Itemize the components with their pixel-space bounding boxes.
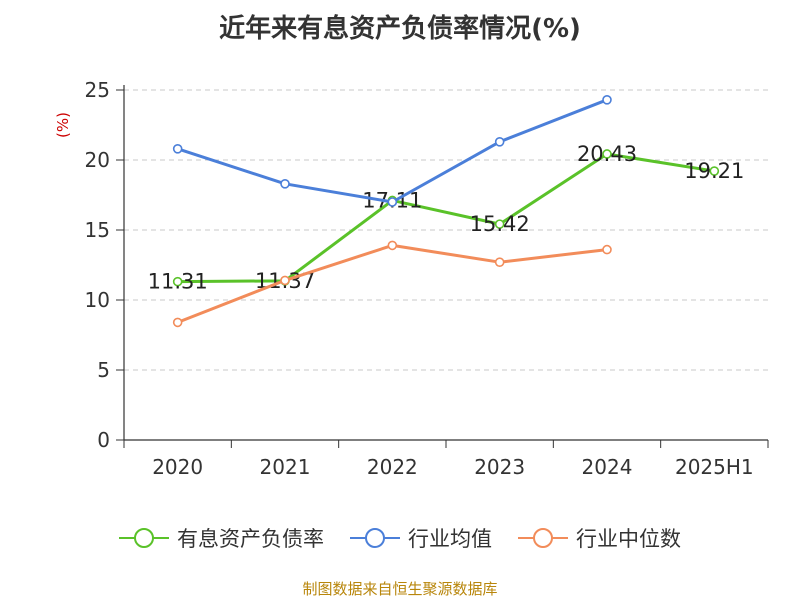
y-tick-label: 5 — [97, 358, 110, 382]
data-point — [494, 137, 505, 147]
y-axis-label: (%) — [54, 112, 72, 138]
x-tick-label: 2022 — [367, 455, 418, 479]
data-point — [280, 179, 290, 189]
data-point — [387, 197, 398, 207]
data-label: 11.31 — [148, 270, 208, 294]
y-tick-label: 20 — [85, 148, 110, 172]
legend-label: 行业均值 — [408, 527, 492, 551]
x-tick-label: 2023 — [474, 455, 525, 479]
data-point — [602, 95, 612, 105]
x-tick-label: 2020 — [152, 455, 203, 479]
series-line — [177, 98, 608, 204]
data-point — [602, 149, 612, 159]
legend-item[interactable]: 有息资产负债率 — [119, 523, 324, 553]
data-point — [172, 317, 183, 328]
data-point — [709, 166, 720, 176]
series-line — [177, 152, 715, 284]
x-tick-label: 2021 — [260, 455, 311, 479]
data-point — [387, 240, 398, 251]
data-point — [172, 144, 183, 154]
data-point — [494, 257, 505, 268]
chart-title: 近年来有息资产负债率情况(%) — [219, 14, 581, 44]
x-tick-label: 2024 — [582, 455, 633, 479]
legend-label: 行业中位数 — [576, 527, 681, 551]
legend-item[interactable]: 行业均值 — [350, 523, 492, 553]
data-label: 15.42 — [470, 212, 530, 236]
data-point — [280, 275, 290, 286]
data-point — [172, 276, 183, 287]
source-note: 制图数据来自恒生聚源数据库 — [302, 580, 498, 598]
data-point — [602, 244, 612, 255]
y-tick-label: 25 — [85, 78, 110, 102]
legend-line-marker-icon — [119, 526, 169, 550]
data-label: 20.43 — [577, 142, 637, 166]
legend-label: 有息资产负债率 — [177, 527, 324, 551]
series-line — [177, 243, 608, 324]
x-tick-label: 2025H1 — [675, 455, 754, 479]
y-tick-label: 15 — [85, 218, 110, 242]
data-point — [494, 219, 505, 229]
data-label: 19.21 — [684, 159, 744, 183]
y-tick-label: 10 — [85, 288, 110, 312]
legend-line-marker-icon — [350, 526, 400, 550]
y-tick-label: 0 — [97, 428, 110, 452]
legend-item[interactable]: 行业中位数 — [518, 523, 681, 553]
legend-line-marker-icon — [518, 526, 568, 550]
legend: 有息资产负债率 行业均值 行业中位数 — [0, 520, 800, 556]
